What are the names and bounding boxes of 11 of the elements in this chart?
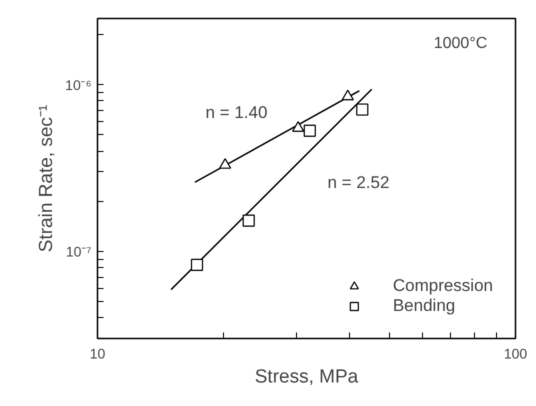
legend-label: Compression	[392, 276, 493, 296]
x-tick-label: 10	[90, 346, 106, 362]
x-axis-title: Stress, MPa	[254, 366, 359, 388]
annotation: n = 2.52	[328, 173, 390, 192]
annotation: n = 1.40	[206, 103, 268, 122]
x-tick-label: 100	[504, 346, 528, 362]
y-tick-label: 10⁻⁷	[66, 243, 92, 260]
annotation: 1000°C	[434, 35, 488, 52]
y-axis-title: Strain Rate, sec⁻¹	[36, 104, 58, 252]
legend-label: Bending	[392, 296, 456, 316]
y-tick-label: 10⁻⁶	[65, 76, 92, 93]
